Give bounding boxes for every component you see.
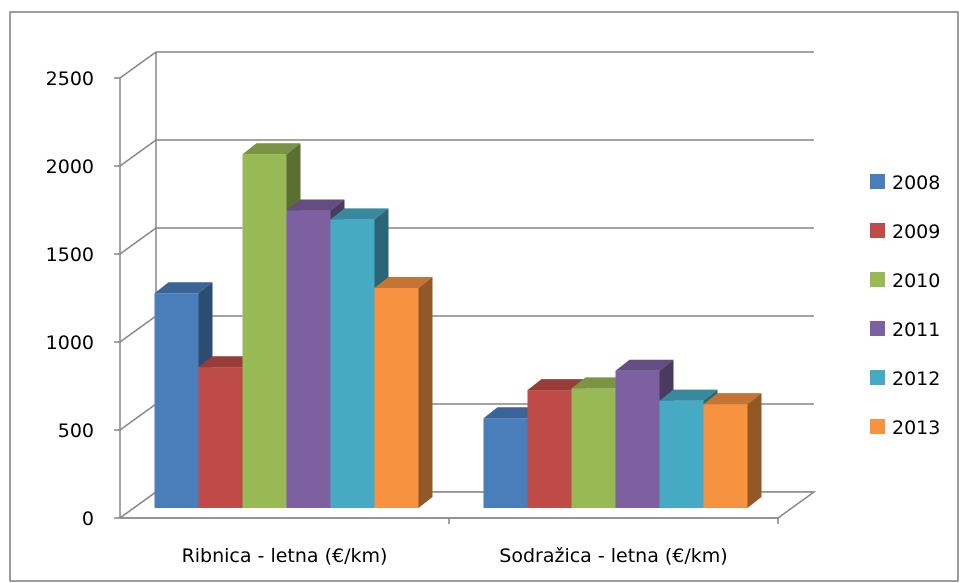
bar-front (242, 154, 287, 509)
bar-2013-sodrazica (703, 393, 762, 508)
bar-front (154, 293, 199, 508)
bar-top (483, 407, 542, 419)
bar-front (527, 390, 572, 508)
bar-front (483, 418, 528, 508)
legend-label-2009: 2009 (892, 221, 940, 243)
label-layer: 0 500 1000 1500 2000 2500 Ribnica - letna (€/k… (46, 68, 728, 567)
bar-top (659, 389, 718, 401)
y-tick-label-500: 500 (58, 420, 94, 442)
bar-top (242, 143, 301, 155)
y-tick-label-2000: 2000 (46, 156, 94, 178)
y-tick-label-0: 0 (82, 508, 94, 530)
bar-front (703, 404, 748, 508)
legend-swatch-2009 (870, 223, 885, 238)
legend-swatch-2012 (870, 370, 885, 385)
gridline-side-2000 (119, 139, 157, 167)
bar-top (330, 208, 389, 220)
legend-swatch-2011 (870, 321, 885, 336)
bar-layer (154, 143, 762, 509)
bar-top (703, 393, 762, 405)
gridline-side-1000 (119, 315, 157, 343)
legend-swatch-2013 (870, 419, 885, 434)
y-tick-label-1000: 1000 (46, 332, 94, 354)
legend-label-2012: 2012 (892, 368, 940, 390)
legend-layer: 2008 2009 2010 2011 2012 2013 (870, 172, 940, 439)
x-category-label-sodrazica: Sodražica - letna (€/km) (499, 545, 727, 567)
bar-front (286, 210, 331, 508)
bar-front (659, 400, 704, 508)
bar-top (198, 356, 257, 368)
x-category-label-ribnica: Ribnica - letna (€/km) (182, 545, 388, 567)
legend-label-2008: 2008 (892, 172, 940, 194)
bar-top (374, 277, 433, 288)
gridline-side-2500 (119, 51, 157, 79)
bar-front (198, 367, 243, 508)
gridline-side-1500 (119, 227, 157, 255)
bar-top (154, 282, 213, 294)
y-tick-label-1500: 1500 (46, 244, 94, 266)
legend-label-2011: 2011 (892, 319, 940, 341)
bar-front (615, 370, 660, 508)
gridline-side-500 (119, 403, 157, 431)
legend-swatch-2010 (870, 272, 885, 287)
legend-label-2010: 2010 (892, 270, 940, 292)
bar-top (286, 199, 345, 211)
bar-side (747, 393, 762, 508)
bar-top (527, 379, 586, 391)
bar-front (374, 288, 419, 508)
bar-2008-ribnica (154, 282, 213, 508)
bar-side (418, 277, 433, 508)
y-tick-label-2500: 2500 (46, 68, 94, 90)
bar-2013-ribnica (374, 277, 433, 508)
bar-front (330, 219, 375, 509)
bar-top (571, 377, 630, 389)
legend-label-2013: 2013 (892, 417, 940, 439)
axis-layer (114, 77, 779, 524)
legend-swatch-2008 (870, 174, 885, 189)
bar-top (615, 359, 674, 371)
chart-border (9, 11, 959, 582)
bar-front (571, 388, 616, 508)
